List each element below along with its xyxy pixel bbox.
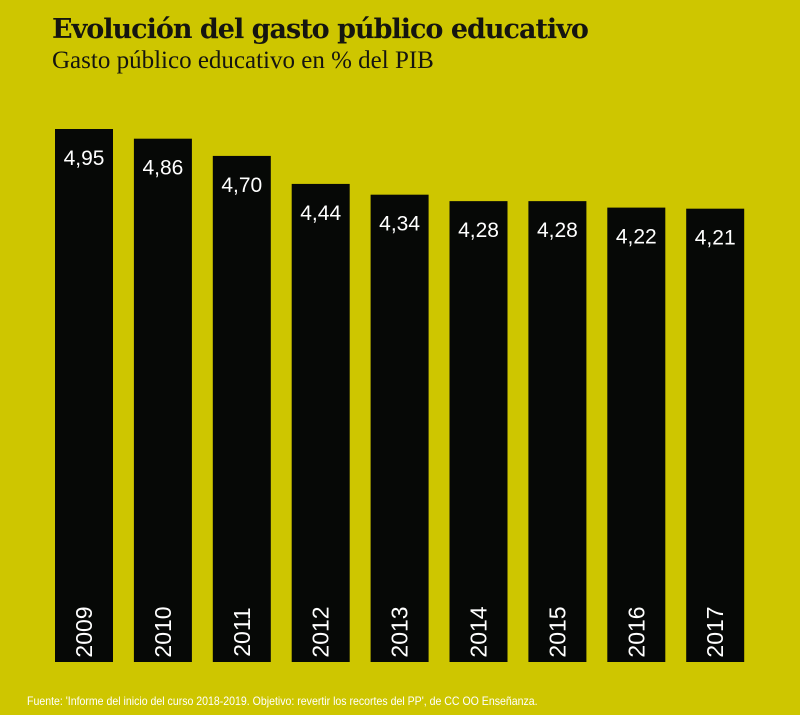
year-label: 2011	[229, 607, 255, 656]
year-label: 2013	[387, 606, 413, 657]
value-label: 4,44	[300, 202, 341, 225]
value-label: 4,28	[537, 219, 578, 242]
year-label: 2009	[71, 606, 97, 657]
value-label: 4,70	[221, 174, 262, 197]
bar-2011	[212, 155, 271, 662]
value-label: 4,86	[142, 157, 183, 180]
value-label: 4,22	[616, 226, 657, 249]
value-label: 4,34	[379, 213, 420, 236]
chart-title: Evolución del gasto público educativo	[52, 14, 589, 45]
bar-2016	[607, 207, 666, 662]
bar-2012	[291, 183, 350, 662]
bar-2013	[370, 194, 429, 662]
value-label: 4,21	[695, 227, 736, 250]
bar-2010	[133, 138, 192, 662]
bar-2015	[528, 201, 587, 662]
chart-subtitle: Gasto público educativo en % del PIB	[52, 47, 434, 74]
year-label: 2016	[623, 606, 649, 657]
year-label: 2015	[544, 606, 570, 657]
bar-2009	[55, 129, 113, 662]
value-label: 4,95	[64, 147, 105, 170]
year-label: 2012	[308, 606, 334, 657]
bar-2017	[686, 208, 745, 663]
year-label: 2010	[150, 606, 176, 657]
source-note: Fuente: 'Informe del inicio del curso 20…	[27, 694, 538, 708]
year-label: 2014	[466, 606, 492, 657]
bar-2014	[449, 201, 508, 662]
year-label: 2017	[702, 606, 728, 657]
value-label: 4,28	[458, 219, 499, 242]
